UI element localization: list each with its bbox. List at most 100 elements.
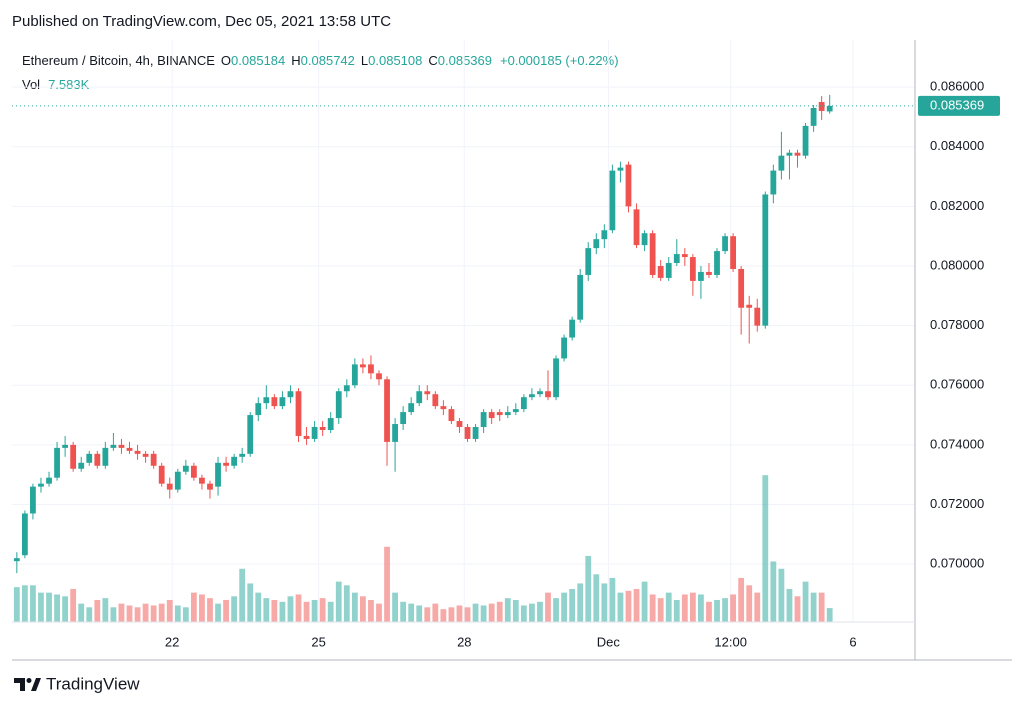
y-tick-label: 0.074000 (930, 436, 984, 451)
volume-bar (561, 592, 567, 622)
open-label: O (221, 53, 231, 68)
candle-body (368, 364, 374, 374)
candle-body (360, 364, 366, 368)
x-tick-label: 28 (457, 634, 471, 649)
volume-bar (199, 594, 205, 622)
volume-bar (416, 605, 423, 622)
low-value: 0.085108 (368, 53, 422, 68)
volume-bar (70, 588, 77, 622)
candle-body (303, 435, 310, 439)
candle-body (408, 403, 415, 413)
volume-bar (295, 594, 302, 622)
volume-bar (30, 585, 36, 622)
volume-bar (681, 594, 688, 622)
candle-body (480, 412, 487, 428)
y-tick-label: 0.070000 (930, 556, 984, 571)
candle-body (488, 412, 495, 419)
candle-body (102, 447, 109, 466)
logo-icon (26, 678, 32, 683)
volume-bar (360, 596, 366, 622)
volume-bar (569, 588, 576, 622)
volume-bar (464, 607, 471, 622)
candle-body (30, 486, 36, 514)
volume-bar (110, 607, 117, 622)
candle-body (287, 391, 294, 398)
candle-body (295, 391, 302, 436)
volume-bar (625, 590, 632, 622)
volume-bar (174, 605, 181, 622)
candle-body (448, 409, 455, 422)
y-tick-label: 0.078000 (930, 317, 984, 332)
volume-bar (319, 598, 326, 622)
candle-body (190, 465, 197, 478)
candle-body (520, 397, 527, 410)
x-tick-label: 22 (165, 634, 179, 649)
candle-body (794, 152, 801, 156)
volume-bar (488, 603, 495, 622)
candle-body (738, 268, 745, 308)
volume-bar (223, 599, 229, 622)
y-tick-label: 0.082000 (930, 198, 984, 213)
volume-bar (207, 598, 213, 622)
candle-body (271, 397, 278, 407)
candle-body (673, 254, 680, 264)
volume-label: Vol (22, 77, 40, 92)
volume-bar (392, 592, 398, 622)
volume-bar (440, 609, 447, 622)
volume-bar (722, 598, 728, 622)
candle-body (625, 164, 632, 207)
logo-icon (31, 678, 41, 691)
candle-body (641, 233, 648, 246)
candle-body (319, 427, 326, 430)
volume-bar (118, 603, 125, 622)
close-value: 0.085369 (438, 53, 492, 68)
candle-body (802, 125, 809, 156)
volume-bar (86, 607, 93, 622)
candle-body (746, 304, 753, 308)
y-tick-label: 0.080000 (930, 257, 984, 272)
candle-body (384, 379, 390, 442)
volume-bar (368, 599, 374, 622)
volume-bar (231, 596, 238, 622)
candle-body (86, 453, 93, 463)
volume-bar (818, 592, 825, 622)
low-label: L (361, 53, 368, 68)
volume-row: Vol 7.583K (22, 77, 90, 92)
candle-body (126, 447, 133, 451)
volume-bar (335, 581, 342, 622)
volume-bar (150, 605, 157, 622)
candle-body (601, 230, 608, 240)
candle-body (681, 254, 688, 258)
volume-value: 7.583K (48, 77, 90, 92)
candle-body (38, 483, 44, 487)
candle-body (416, 391, 423, 404)
volume-bar (601, 583, 608, 622)
volume-bar (182, 607, 189, 622)
candle-body (529, 394, 535, 398)
volume-bar (21, 585, 28, 622)
candle-body (335, 391, 342, 419)
close-label: C (428, 53, 437, 68)
y-tick-label: 0.072000 (930, 496, 984, 511)
volume-bar (102, 598, 109, 622)
candle-body (46, 477, 52, 484)
volume-bar (94, 599, 101, 622)
volume-bar (134, 607, 141, 622)
candle-body (424, 391, 431, 395)
candle-body (633, 209, 640, 246)
candle-body (327, 418, 334, 430)
volume-bar (738, 577, 745, 622)
x-tick-label: 25 (311, 634, 325, 649)
candle-body (110, 444, 117, 448)
candle-body (657, 266, 664, 278)
volume-bar (142, 603, 149, 622)
candle-body (456, 421, 463, 428)
volume-bar (215, 603, 221, 622)
volume-bar (577, 583, 584, 622)
volume-bar (810, 592, 817, 622)
published-note: Published on TradingView.com, Dec 05, 20… (12, 13, 391, 30)
volume-bar (46, 592, 52, 622)
candle-body (263, 397, 270, 404)
volume-bar (657, 598, 664, 622)
